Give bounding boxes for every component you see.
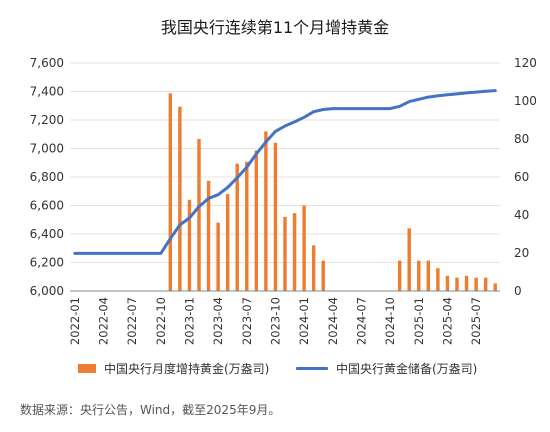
x-tick-label: 2024-01: [297, 297, 311, 345]
y-left-tick-label: 6,200: [30, 256, 64, 270]
chart-title: 我国央行连续第11个月增持黄金: [160, 18, 390, 37]
legend-bar-label: 中国央行月度增持黄金(万盎司): [104, 362, 270, 376]
bar: [436, 268, 440, 291]
bar: [464, 275, 469, 291]
y-left-tick-label: 7,400: [30, 85, 64, 99]
x-tick-label: 2023-01: [182, 297, 196, 345]
line-series: [73, 89, 497, 255]
bar: [264, 131, 268, 291]
x-tick-label: 2022-04: [96, 297, 110, 345]
x-tick-label: 2023-04: [211, 297, 225, 345]
bar: [455, 277, 459, 291]
x-tick-label: 2022-10: [154, 297, 168, 345]
bar: [168, 93, 173, 292]
y-left-tick-label: 7,600: [30, 56, 64, 70]
y-left-tick-label: 6,800: [30, 170, 64, 184]
bar: [321, 260, 325, 291]
y-right-tick-label: 40: [514, 208, 529, 222]
bar: [302, 205, 306, 291]
bar: [474, 277, 478, 291]
axes: 7,600 7,400 7,200 7,000 6,800 6,600 6,400 6,200…: [30, 56, 537, 345]
bar: [311, 245, 316, 291]
y-right-tick-label: 80: [514, 132, 529, 146]
x-tick-label: 2025-07: [469, 297, 483, 345]
bar: [417, 260, 421, 291]
bar: [178, 106, 182, 291]
bar: [493, 283, 497, 291]
bar: [245, 161, 249, 291]
bar: [292, 213, 297, 291]
bar: [254, 150, 259, 291]
legend-line-swatch: [296, 367, 328, 370]
x-tick-label: 2024-04: [326, 297, 340, 345]
bar: [206, 180, 211, 291]
reserve-line: [73, 89, 497, 255]
y-right-tick-label: 60: [514, 170, 529, 184]
bar: [216, 222, 220, 291]
bar: [187, 199, 192, 291]
legend-line-label: 中国央行黄金储备(万盎司): [336, 362, 478, 376]
x-tick-label: 2023-10: [268, 297, 282, 345]
y-left-tick-label: 6,000: [30, 284, 64, 298]
x-tick-label: 2022-01: [68, 297, 82, 345]
y-left-tick-label: 6,600: [30, 199, 64, 213]
bar: [225, 194, 230, 291]
legend-bar-swatch: [78, 364, 96, 373]
bar-series: [168, 93, 497, 292]
x-tick-label: 2022-07: [125, 297, 139, 345]
bar: [235, 163, 239, 291]
y-left-tick-label: 7,000: [30, 142, 64, 156]
bar: [426, 260, 431, 291]
y-right-tick-label: 120: [514, 56, 537, 70]
legend-item-monthly: 中国央行月度增持黄金(万盎司): [78, 360, 269, 377]
y-left-tick-label: 7,200: [30, 113, 64, 127]
bar: [407, 228, 411, 291]
x-tick-label: 2024-07: [354, 297, 368, 345]
bar: [197, 139, 201, 291]
y-right-tick-label: 0: [514, 284, 522, 298]
y-left-tick-label: 6,400: [30, 227, 64, 241]
x-tick-label: 2024-10: [383, 297, 397, 345]
bar: [397, 260, 402, 291]
legend-item-reserve: 中国央行黄金储备(万盎司): [296, 360, 477, 377]
bar: [445, 275, 450, 291]
bar: [483, 277, 488, 291]
source-note: 数据来源：央行公告，Wind，截至2025年9月。: [20, 403, 281, 417]
y-right-tick-label: 20: [514, 246, 529, 260]
legend: 中国央行月度增持黄金(万盎司) 中国央行黄金储备(万盎司): [0, 356, 550, 380]
bar: [283, 216, 287, 291]
bar: [273, 142, 278, 291]
x-tick-label: 2025-04: [440, 297, 454, 345]
x-tick-label: 2023-07: [240, 297, 254, 345]
y-right-tick-label: 100: [514, 94, 537, 108]
x-tick-label: 2025-01: [412, 297, 426, 345]
grid-lines: [70, 62, 500, 263]
